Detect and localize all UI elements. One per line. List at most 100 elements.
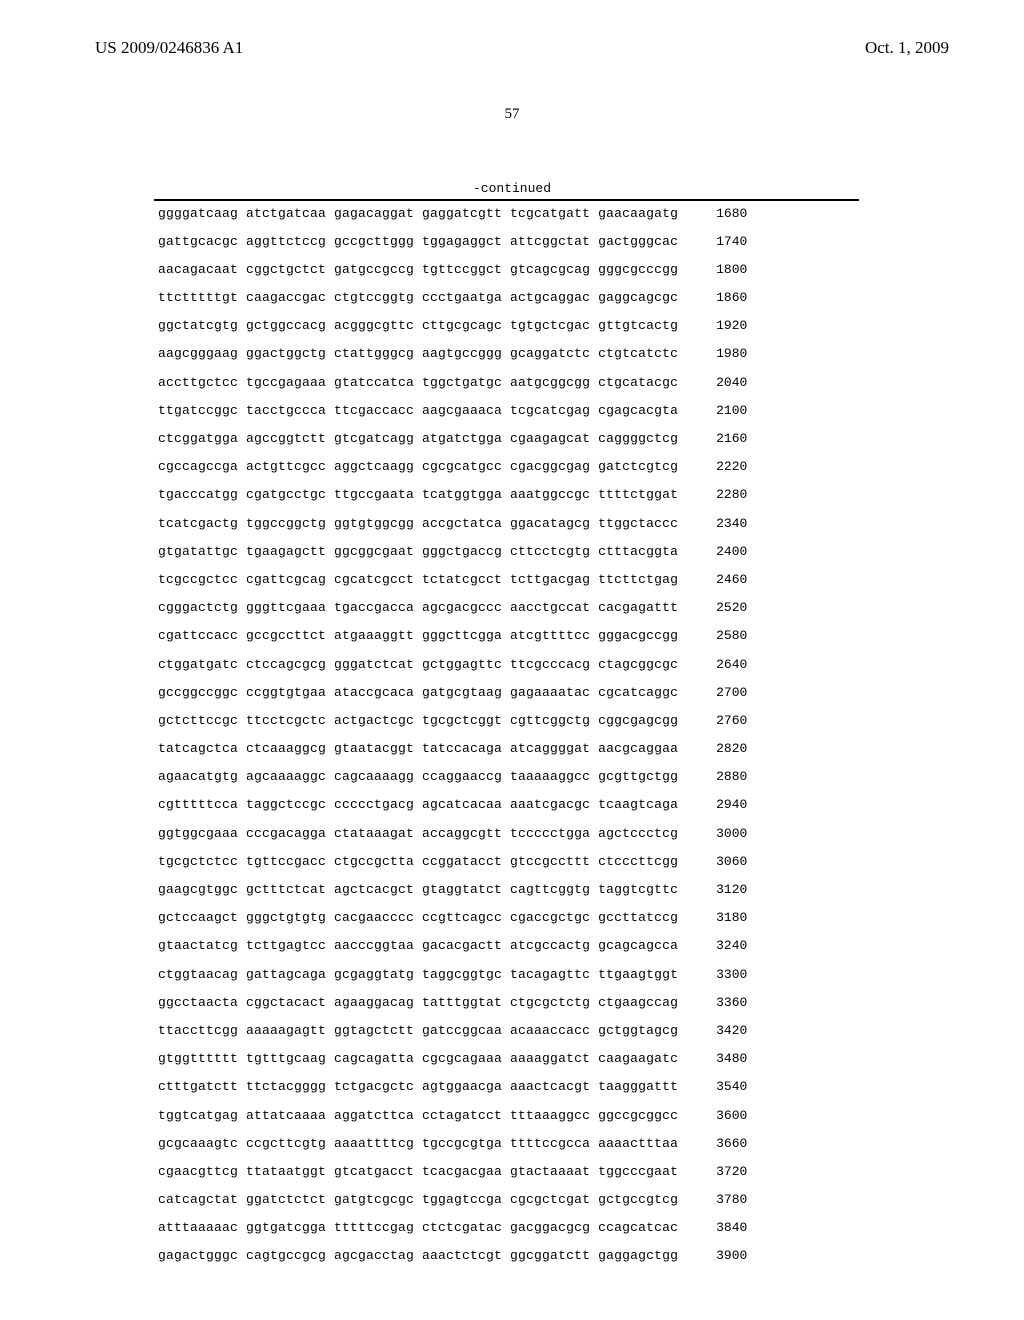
sequence-row: tgacccatgg cgatgcctgc ttgccgaata tcatggt… bbox=[158, 488, 1024, 501]
sequence-row: tcgccgctcc cgattcgcag cgcatcgcct tctatcg… bbox=[158, 573, 1024, 586]
sequence-row: cgattccacc gccgccttct atgaaaggtt gggcttc… bbox=[158, 629, 1024, 642]
sequence-row: ttaccttcgg aaaaagagtt ggtagctctt gatccgg… bbox=[158, 1024, 1024, 1037]
sequence-position: 3540 bbox=[716, 1080, 747, 1093]
sequence-groups: gagactgggc cagtgccgcg agcgacctag aaactct… bbox=[158, 1249, 678, 1262]
sequence-groups: ctggatgatc ctccagcgcg gggatctcat gctggag… bbox=[158, 658, 678, 671]
sequence-groups: ctttgatctt ttctacgggg tctgacgctc agtggaa… bbox=[158, 1080, 678, 1093]
sequence-row: accttgctcc tgccgagaaa gtatccatca tggctga… bbox=[158, 376, 1024, 389]
sequence-position: 1740 bbox=[716, 235, 747, 248]
sequence-groups: tcatcgactg tggccggctg ggtgtggcgg accgcta… bbox=[158, 517, 678, 530]
sequence-row: tatcagctca ctcaaaggcg gtaatacggt tatccac… bbox=[158, 742, 1024, 755]
sequence-position: 3480 bbox=[716, 1052, 747, 1065]
sequence-groups: gctcttccgc ttcctcgctc actgactcgc tgcgctc… bbox=[158, 714, 678, 727]
sequence-position: 2100 bbox=[716, 404, 747, 417]
sequence-row: gtgatattgc tgaagagctt ggcggcgaat gggctga… bbox=[158, 545, 1024, 558]
sequence-row: cgtttttcca taggctccgc ccccctgacg agcatca… bbox=[158, 798, 1024, 811]
sequence-position: 1980 bbox=[716, 347, 747, 360]
sequence-position: 2580 bbox=[716, 629, 747, 642]
sequence-groups: gaagcgtggc gctttctcat agctcacgct gtaggta… bbox=[158, 883, 678, 896]
sequence-position: 3900 bbox=[716, 1249, 747, 1262]
sequence-groups: gccggccggc ccggtgtgaa ataccgcaca gatgcgt… bbox=[158, 686, 678, 699]
sequence-position: 3720 bbox=[716, 1165, 747, 1178]
sequence-groups: tggtcatgag attatcaaaa aggatcttca cctagat… bbox=[158, 1109, 678, 1122]
sequence-row: aacagacaat cggctgctct gatgccgccg tgttccg… bbox=[158, 263, 1024, 276]
sequence-groups: ggggatcaag atctgatcaa gagacaggat gaggatc… bbox=[158, 207, 678, 220]
sequence-groups: accttgctcc tgccgagaaa gtatccatca tggctga… bbox=[158, 376, 678, 389]
sequence-groups: tatcagctca ctcaaaggcg gtaatacggt tatccac… bbox=[158, 742, 678, 755]
sequence-position: 2160 bbox=[716, 432, 747, 445]
sequence-groups: tcgccgctcc cgattcgcag cgcatcgcct tctatcg… bbox=[158, 573, 678, 586]
sequence-groups: gtaactatcg tcttgagtcc aacccggtaa gacacga… bbox=[158, 939, 678, 952]
sequence-position: 2040 bbox=[716, 376, 747, 389]
sequence-row: ggctatcgtg gctggccacg acgggcgttc cttgcgc… bbox=[158, 319, 1024, 332]
sequence-position: 2280 bbox=[716, 488, 747, 501]
sequence-groups: gattgcacgc aggttctccg gccgcttggg tggagag… bbox=[158, 235, 678, 248]
doc-number: US 2009/0246836 A1 bbox=[95, 38, 243, 58]
sequence-row: gctcttccgc ttcctcgctc actgactcgc tgcgctc… bbox=[158, 714, 1024, 727]
sequence-row: cgggactctg gggttcgaaa tgaccgacca agcgacg… bbox=[158, 601, 1024, 614]
sequence-row: tcatcgactg tggccggctg ggtgtggcgg accgcta… bbox=[158, 517, 1024, 530]
sequence-row: ctggatgatc ctccagcgcg gggatctcat gctggag… bbox=[158, 658, 1024, 671]
sequence-groups: ggctatcgtg gctggccacg acgggcgttc cttgcgc… bbox=[158, 319, 678, 332]
sequence-position: 3300 bbox=[716, 968, 747, 981]
sequence-position: 3660 bbox=[716, 1137, 747, 1150]
sequence-position: 2760 bbox=[716, 714, 747, 727]
sequence-groups: ggtggcgaaa cccgacagga ctataaagat accaggc… bbox=[158, 827, 678, 840]
sequence-position: 1920 bbox=[716, 319, 747, 332]
sequence-row: tggtcatgag attatcaaaa aggatcttca cctagat… bbox=[158, 1109, 1024, 1122]
sequence-position: 3420 bbox=[716, 1024, 747, 1037]
sequence-groups: gtgatattgc tgaagagctt ggcggcgaat gggctga… bbox=[158, 545, 678, 558]
page-number: 57 bbox=[0, 106, 1024, 123]
sequence-position: 3780 bbox=[716, 1193, 747, 1206]
sequence-row: ttgatccggc tacctgccca ttcgaccacc aagcgaa… bbox=[158, 404, 1024, 417]
sequence-row: gctccaagct gggctgtgtg cacgaacccc ccgttca… bbox=[158, 911, 1024, 924]
sequence-groups: atttaaaaac ggtgatcgga tttttccgag ctctcga… bbox=[158, 1221, 678, 1234]
sequence-groups: ttaccttcgg aaaaagagtt ggtagctctt gatccgg… bbox=[158, 1024, 678, 1037]
sequence-groups: gcgcaaagtc ccgcttcgtg aaaattttcg tgccgcg… bbox=[158, 1137, 678, 1150]
sequence-row: gtaactatcg tcttgagtcc aacccggtaa gacacga… bbox=[158, 939, 1024, 952]
sequence-position: 3060 bbox=[716, 855, 747, 868]
sequence-position: 3120 bbox=[716, 883, 747, 896]
sequence-groups: gctccaagct gggctgtgtg cacgaacccc ccgttca… bbox=[158, 911, 678, 924]
sequence-groups: ttgatccggc tacctgccca ttcgaccacc aagcgaa… bbox=[158, 404, 678, 417]
sequence-row: gagactgggc cagtgccgcg agcgacctag aaactct… bbox=[158, 1249, 1024, 1262]
sequence-position: 2220 bbox=[716, 460, 747, 473]
sequence-position: 2700 bbox=[716, 686, 747, 699]
sequence-row: gcgcaaagtc ccgcttcgtg aaaattttcg tgccgcg… bbox=[158, 1137, 1024, 1150]
sequence-groups: catcagctat ggatctctct gatgtcgcgc tggagtc… bbox=[158, 1193, 678, 1206]
sequence-position: 1800 bbox=[716, 263, 747, 276]
sequence-position: 2640 bbox=[716, 658, 747, 671]
sequence-groups: cgggactctg gggttcgaaa tgaccgacca agcgacg… bbox=[158, 601, 678, 614]
sequence-groups: tgacccatgg cgatgcctgc ttgccgaata tcatggt… bbox=[158, 488, 678, 501]
sequence-position: 3240 bbox=[716, 939, 747, 952]
date: Oct. 1, 2009 bbox=[865, 38, 949, 58]
sequence-row: ggggatcaag atctgatcaa gagacaggat gaggatc… bbox=[158, 207, 1024, 220]
sequence-groups: gtggtttttt tgtttgcaag cagcagatta cgcgcag… bbox=[158, 1052, 678, 1065]
sequence-row: cgaacgttcg ttataatggt gtcatgacct tcacgac… bbox=[158, 1165, 1024, 1178]
sequence-groups: ggcctaacta cggctacact agaaggacag tatttgg… bbox=[158, 996, 678, 1009]
sequence-groups: cgccagccga actgttcgcc aggctcaagg cgcgcat… bbox=[158, 460, 678, 473]
sequence-row: catcagctat ggatctctct gatgtcgcgc tggagtc… bbox=[158, 1193, 1024, 1206]
sequence-groups: ttctttttgt caagaccgac ctgtccggtg ccctgaa… bbox=[158, 291, 678, 304]
sequence-position: 3360 bbox=[716, 996, 747, 1009]
sequence-row: agaacatgtg agcaaaaggc cagcaaaagg ccaggaa… bbox=[158, 770, 1024, 783]
sequence-row: gtggtttttt tgtttgcaag cagcagatta cgcgcag… bbox=[158, 1052, 1024, 1065]
sequence-row: ctcggatgga agccggtctt gtcgatcagg atgatct… bbox=[158, 432, 1024, 445]
sequence-position: 1860 bbox=[716, 291, 747, 304]
sequence-row: ggcctaacta cggctacact agaaggacag tatttgg… bbox=[158, 996, 1024, 1009]
sequence-groups: cgattccacc gccgccttct atgaaaggtt gggcttc… bbox=[158, 629, 678, 642]
sequence-position: 2460 bbox=[716, 573, 747, 586]
sequence-position: 3840 bbox=[716, 1221, 747, 1234]
sequence-row: ctttgatctt ttctacgggg tctgacgctc agtggaa… bbox=[158, 1080, 1024, 1093]
sequence-groups: aacagacaat cggctgctct gatgccgccg tgttccg… bbox=[158, 263, 678, 276]
sequence-position: 2940 bbox=[716, 798, 747, 811]
sequence-row: gattgcacgc aggttctccg gccgcttggg tggagag… bbox=[158, 235, 1024, 248]
section-divider bbox=[154, 199, 859, 201]
sequence-row: ttctttttgt caagaccgac ctgtccggtg ccctgaa… bbox=[158, 291, 1024, 304]
sequence-position: 2520 bbox=[716, 601, 747, 614]
sequence-groups: aagcgggaag ggactggctg ctattgggcg aagtgcc… bbox=[158, 347, 678, 360]
sequence-groups: ctcggatgga agccggtctt gtcgatcagg atgatct… bbox=[158, 432, 678, 445]
sequence-groups: agaacatgtg agcaaaaggc cagcaaaagg ccaggaa… bbox=[158, 770, 678, 783]
sequence-position: 3180 bbox=[716, 911, 747, 924]
sequence-row: cgccagccga actgttcgcc aggctcaagg cgcgcat… bbox=[158, 460, 1024, 473]
